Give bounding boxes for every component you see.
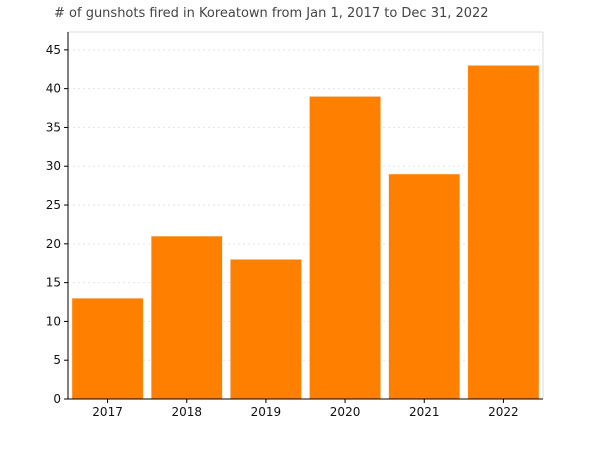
x-tick-label: 2019 — [251, 405, 282, 419]
gridlines — [68, 49, 543, 361]
y-tick-label: 15 — [46, 276, 61, 290]
x-tick-label: 2018 — [171, 405, 202, 419]
x-axis-ticks: 2017 2018 2019 2020 2021 2022 — [92, 399, 519, 419]
y-axis-ticks: 0 5 10 15 20 25 30 35 40 45 — [46, 43, 68, 406]
bar-2018 — [150, 235, 223, 400]
y-tick-label: 25 — [46, 198, 61, 212]
y-tick-label: 30 — [46, 159, 61, 173]
y-tick-label: 40 — [46, 82, 61, 96]
x-tick-label: 2020 — [330, 405, 361, 419]
axes — [67, 31, 544, 400]
y-tick-label: 35 — [46, 120, 61, 134]
y-tick-label: 5 — [53, 353, 61, 367]
bar-2020 — [309, 96, 381, 400]
y-tick-label: 0 — [53, 392, 61, 406]
bar-2021 — [388, 173, 461, 400]
x-tick-label: 2021 — [409, 405, 440, 419]
y-tick-label: 20 — [46, 237, 61, 251]
x-tick-label: 2022 — [488, 405, 519, 419]
bars — [71, 65, 540, 400]
bar-2017 — [71, 297, 144, 400]
bar-2022 — [467, 65, 540, 400]
x-tick-label: 2017 — [92, 405, 123, 419]
bar-2019 — [230, 259, 302, 400]
y-tick-label: 45 — [46, 43, 61, 57]
chart-title: # of gunshots fired in Koreatown from Ja… — [54, 6, 489, 21]
y-tick-label: 10 — [46, 314, 61, 328]
